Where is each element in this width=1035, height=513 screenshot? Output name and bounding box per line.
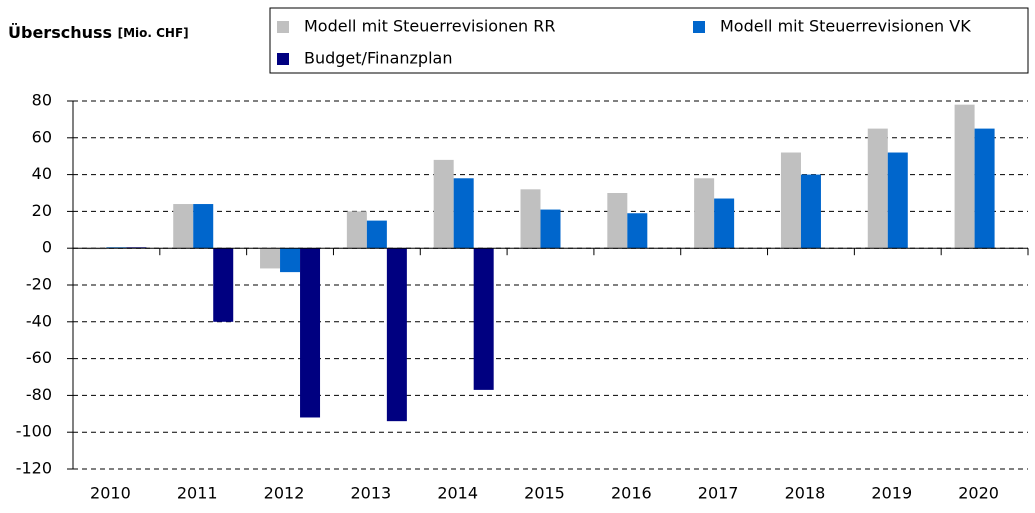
bar — [800, 174, 821, 249]
bar — [627, 213, 648, 249]
x-tick-label: 2013 — [351, 484, 392, 503]
legend-swatch — [277, 53, 289, 65]
x-tick-label: 2010 — [90, 484, 131, 503]
y-tick-label: -100 — [16, 422, 52, 441]
bar — [386, 248, 407, 422]
legend-swatch — [277, 21, 289, 33]
x-tick-label: 2016 — [611, 484, 652, 503]
bar — [887, 152, 908, 249]
bar — [780, 152, 801, 249]
legend-label: Modell mit Steuerrevisionen RR — [304, 17, 556, 36]
bar — [193, 204, 214, 249]
y-tick-label: 80 — [32, 91, 52, 110]
title-text: Überschuss — [8, 23, 112, 42]
y-tick-label: 60 — [32, 127, 52, 146]
y-tick-label: -40 — [26, 311, 52, 330]
y-tick-label: -20 — [26, 275, 52, 294]
bar — [366, 220, 387, 249]
bar — [867, 128, 888, 249]
y-tick-label: 40 — [32, 164, 52, 183]
x-tick-label: 2012 — [264, 484, 305, 503]
bar — [974, 128, 995, 249]
bar — [607, 193, 628, 249]
y-tick-label: -120 — [16, 459, 52, 478]
y-tick-label: 0 — [42, 238, 52, 257]
x-tick-label: 2011 — [177, 484, 218, 503]
y-tick-label: 20 — [32, 201, 52, 220]
x-tick-label: 2019 — [871, 484, 912, 503]
unit-text: [Mio. CHF] — [118, 26, 189, 40]
chart-title: Überschuss [Mio. CHF] — [8, 23, 189, 42]
legend-box — [269, 7, 1029, 74]
bar — [280, 248, 301, 273]
bar — [346, 211, 367, 249]
x-tick-label: 2020 — [958, 484, 999, 503]
legend-swatch — [693, 21, 705, 33]
bar — [714, 198, 735, 249]
bar — [213, 248, 234, 322]
x-tick-label: 2017 — [698, 484, 739, 503]
bar — [694, 178, 715, 249]
y-tick-label: -80 — [26, 385, 52, 404]
legend-label: Modell mit Steuerrevisionen VK — [720, 17, 971, 36]
bar — [540, 209, 561, 249]
bar — [300, 248, 321, 418]
bar — [173, 204, 194, 249]
y-tick-label: -60 — [26, 348, 52, 367]
x-tick-label: 2014 — [437, 484, 478, 503]
x-tick-label: 2018 — [785, 484, 826, 503]
bar — [433, 159, 454, 249]
legend-label: Budget/Finanzplan — [304, 49, 452, 68]
bar — [260, 248, 281, 269]
bar — [453, 178, 474, 249]
x-tick-label: 2015 — [524, 484, 565, 503]
bar — [473, 248, 494, 390]
bar — [954, 104, 975, 249]
bar — [520, 189, 541, 249]
